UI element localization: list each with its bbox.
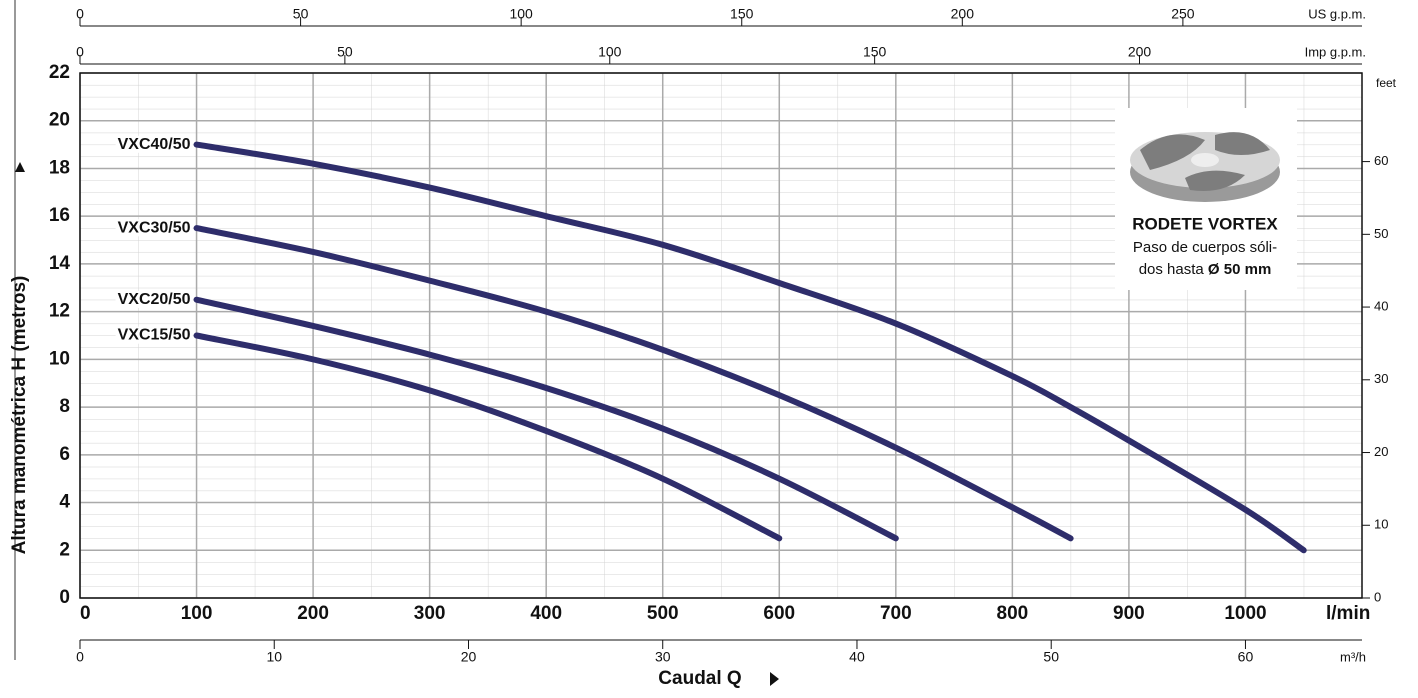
- y-tick-label: 14: [49, 253, 71, 274]
- x-tick-label: 500: [647, 603, 679, 624]
- impeller-hub: [1191, 153, 1219, 167]
- x-tick-label: 100: [181, 603, 213, 624]
- y2-axis-title: feet: [1376, 76, 1397, 90]
- x2-tick-label: 0: [76, 44, 84, 60]
- y-tick-label: 6: [59, 444, 70, 465]
- annotation-text: dos hasta Ø 50 mm: [1139, 261, 1272, 278]
- plot-frame: [79, 72, 1363, 599]
- impeller-box: RODETE VORTEX Paso de cuerpos sóli- dos …: [1115, 108, 1297, 290]
- marks: [193, 141, 1307, 554]
- x-tick-label: 400: [530, 603, 562, 624]
- series-line: [193, 225, 1074, 542]
- series-label-bg: [115, 219, 193, 237]
- x2-axis-title: US g.p.m.: [1308, 6, 1366, 21]
- x-tick-label: 1000: [1224, 603, 1266, 624]
- series-line: [193, 332, 783, 542]
- y-tick-label: 0: [59, 587, 70, 608]
- y-tick-label: 20: [49, 110, 70, 131]
- annotation-title: RODETE VORTEX: [1132, 214, 1278, 233]
- y2-tick-label: 60: [1374, 153, 1388, 168]
- series-line: [193, 141, 1307, 554]
- x2-tick-label: 200: [1128, 44, 1152, 60]
- series-label: VXC20/50: [118, 291, 191, 308]
- x2-tick-label: 150: [863, 44, 887, 60]
- x2-tick-label: 50: [293, 6, 309, 22]
- x2-tick-label: 40: [849, 649, 865, 665]
- x2-axis-title: Imp g.p.m.: [1305, 44, 1366, 59]
- x2-tick-label: 20: [461, 649, 477, 665]
- y-tick-label: 18: [49, 157, 70, 178]
- impeller-vane: [1140, 132, 1270, 191]
- x-tick-label: 900: [1113, 603, 1145, 624]
- x-tick-label: 0: [80, 603, 91, 624]
- x2-tick-label: 10: [266, 649, 282, 665]
- y-arrow: [15, 162, 25, 172]
- x2-tick-label: 0: [76, 6, 84, 22]
- x2-tick-label: 50: [337, 44, 353, 60]
- y-tick-label: 10: [49, 348, 70, 369]
- series-label-bg: [115, 326, 193, 344]
- y2-tick-label: 30: [1374, 371, 1388, 386]
- y-tick-label: 2: [59, 539, 70, 560]
- y-tick-label: 16: [49, 205, 70, 226]
- x2-axis-title: m³/h: [1340, 649, 1366, 664]
- x2-tick-label: 60: [1238, 649, 1254, 665]
- x2-tick-label: 100: [509, 6, 533, 22]
- x2-tick-label: 200: [951, 6, 975, 22]
- y2-tick-label: 50: [1374, 226, 1388, 241]
- x2-tick-label: 150: [730, 6, 754, 22]
- series-label: VXC40/50: [118, 136, 191, 153]
- x-tick-label: 600: [763, 603, 795, 624]
- x-tick-label: 200: [297, 603, 329, 624]
- series-label: VXC15/50: [118, 327, 191, 344]
- x2-tick-label: 100: [598, 44, 622, 60]
- x-arrow: [770, 672, 779, 686]
- x-tick-label: 300: [414, 603, 446, 624]
- y2-tick-label: 20: [1374, 444, 1388, 459]
- y-axis-title: Altura manométrica H (metros): [9, 276, 30, 555]
- x2-tick-label: 50: [1043, 649, 1059, 665]
- x-unit: l/min: [1326, 603, 1370, 624]
- y-tick-label: 4: [59, 492, 70, 513]
- annotation-text: dos hasta: [1139, 261, 1208, 278]
- y-tick-label: 22: [49, 62, 70, 83]
- series-label: VXC30/50: [118, 219, 191, 236]
- series-label-bg: [115, 135, 193, 153]
- x-tick-label: 800: [997, 603, 1029, 624]
- x2-tick-label: 30: [655, 649, 671, 665]
- x2-tick-label: 250: [1171, 6, 1195, 22]
- x-tick-label: 700: [880, 603, 912, 624]
- annotation-bold: Ø 50 mm: [1208, 261, 1271, 278]
- y2-tick-label: 0: [1374, 589, 1381, 604]
- x2-tick-label: 0: [76, 649, 84, 665]
- series-label-bg: [115, 290, 193, 308]
- annotation-text: Paso de cuerpos sóli-: [1133, 239, 1277, 256]
- y2-tick-label: 10: [1374, 517, 1388, 532]
- y-tick-label: 8: [59, 396, 70, 417]
- y-tick-label: 12: [49, 301, 70, 322]
- series-line: [193, 296, 899, 542]
- x-axis-title: Caudal Q: [658, 668, 741, 689]
- y2-tick-label: 40: [1374, 298, 1388, 313]
